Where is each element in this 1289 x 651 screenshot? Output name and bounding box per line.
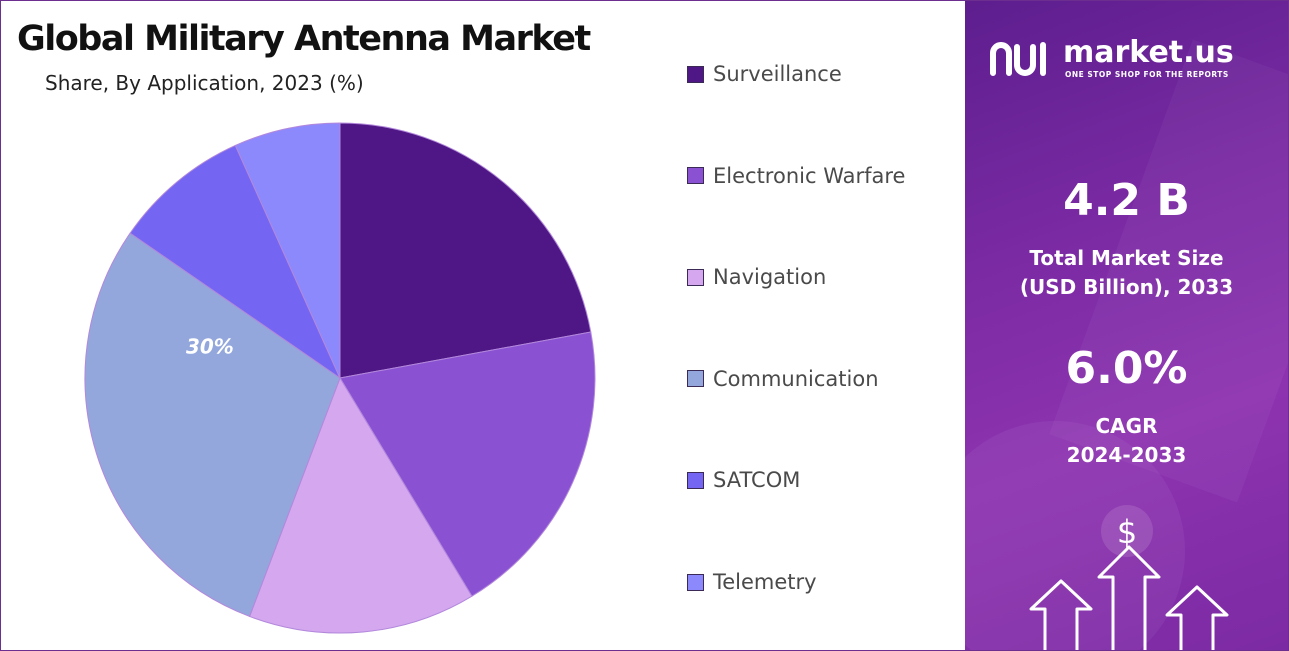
legend-item-communication: Communication	[687, 364, 957, 394]
legend-swatch	[687, 573, 704, 591]
legend-label: Navigation	[713, 265, 827, 290]
legend-swatch	[687, 471, 704, 489]
pie-slice-communication	[84, 232, 341, 618]
market-size-label-line1: Total Market Size	[1029, 246, 1224, 270]
legend-label: Electronic Warfare	[713, 163, 906, 188]
pie-chart: 30%	[84, 122, 596, 634]
cagr-value: 6.0%	[1065, 343, 1188, 394]
legend-label: Communication	[713, 366, 879, 391]
market-size-value: 4.2 B	[1063, 175, 1190, 226]
market-size-label-line2: (USD Billion), 2033	[1019, 275, 1234, 299]
pie-slice-navigation	[248, 376, 473, 634]
legend-item-navigation: Navigation	[687, 262, 957, 292]
pie-slice-surveillance	[339, 122, 592, 379]
brand-tagline: ONE STOP SHOP FOR THE REPORTS	[1065, 70, 1229, 79]
cagr-label-line1: CAGR	[1095, 414, 1158, 438]
stats-panel: market.us ONE STOP SHOP FOR THE REPORTS …	[965, 1, 1288, 650]
cagr-label-line2: 2024-2033	[1066, 443, 1187, 467]
legend-label: SATCOM	[713, 468, 801, 493]
chart-subtitle: Share, By Application, 2023 (%)	[45, 71, 364, 95]
legend-swatch	[687, 167, 704, 185]
brand-name: market.us	[1063, 35, 1234, 70]
chart-area: Global Military Antenna Market Share, By…	[1, 1, 963, 650]
svg-text:$: $	[1117, 513, 1137, 551]
legend-item-surveillance: Surveillance	[687, 59, 957, 89]
chart-title: Global Military Antenna Market	[17, 19, 591, 59]
legend-item-electronic-warfare: Electronic Warfare	[687, 161, 957, 191]
legend-swatch	[687, 65, 704, 83]
market-us-logo-icon	[990, 42, 1046, 76]
legend-label: Telemetry	[713, 570, 817, 594]
pie-slice-satcom	[129, 144, 342, 380]
data-label-communication: 30%	[186, 335, 234, 359]
dollar-icon: $	[1101, 505, 1153, 557]
legend-label: Surveillance	[713, 62, 842, 86]
pie-slice-electronic-warfare	[339, 331, 596, 597]
pie-slice-telemetry	[234, 122, 341, 379]
legend-item-telemetry: Telemetry	[687, 567, 957, 597]
legend-swatch	[687, 268, 704, 286]
legend-item-satcom: SATCOM	[687, 465, 957, 495]
brand-logo: market.us ONE STOP SHOP FOR THE REPORTS	[989, 35, 1279, 85]
legend-swatch	[687, 370, 704, 388]
growth-arrows-icon	[1029, 545, 1229, 650]
